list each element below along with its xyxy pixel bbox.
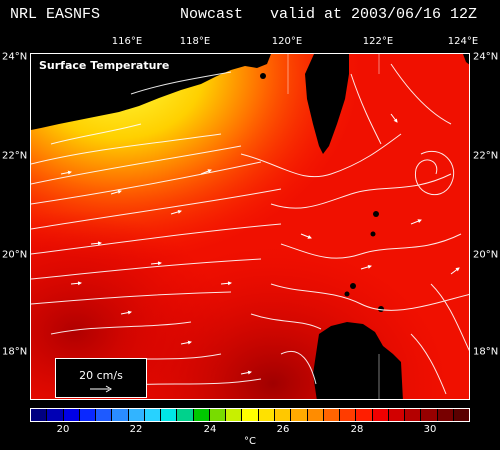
luzon-land — [313, 322, 403, 399]
map-canvas — [31, 54, 469, 399]
island — [260, 73, 266, 79]
colorbar-segment — [340, 409, 357, 421]
colorbar-segment — [31, 409, 48, 421]
colorbar-segment — [405, 409, 422, 421]
lat-label-20-left: 20°N — [2, 249, 28, 261]
colorbar-segment — [128, 409, 145, 421]
colorbar-segment — [437, 409, 454, 421]
lat-label-18-left: 18°N — [2, 346, 28, 358]
colorbar-segment — [144, 409, 162, 421]
colorbar-tick: 30 — [423, 424, 437, 435]
island — [350, 283, 356, 289]
colorbar-segment — [307, 409, 324, 421]
colorbar-segment — [47, 409, 64, 421]
island — [378, 306, 384, 312]
colorbar-segment — [193, 409, 210, 421]
colorbar-segment — [258, 409, 275, 421]
taiwan-land — [305, 54, 349, 154]
colorbar-segment — [274, 409, 292, 421]
colorbar-tick: 26 — [276, 424, 290, 435]
colorbar-tick: 20 — [56, 424, 70, 435]
lat-label-18-right: 18°N — [473, 346, 499, 358]
colorbar-segment — [226, 409, 243, 421]
colorbar-segment — [356, 409, 373, 421]
colorbar-unit: °C — [244, 436, 256, 447]
lon-label-124: 124°E — [447, 36, 479, 47]
lon-label-120: 120°E — [271, 36, 303, 47]
colorbar-segment — [177, 409, 194, 421]
colorbar-segment — [388, 409, 406, 421]
reference-vector-label: 20 cm/s — [79, 369, 123, 382]
colorbar-tick: 24 — [203, 424, 217, 435]
colorbar-segment — [79, 409, 97, 421]
colorbar-segment — [453, 409, 470, 421]
colorbar-segment — [161, 409, 178, 421]
colorbar-tick: 28 — [350, 424, 364, 435]
right-edge-land — [463, 54, 469, 65]
map-panel[interactable] — [30, 53, 470, 400]
lon-label-118: 118°E — [179, 36, 211, 47]
island — [373, 211, 379, 217]
colorbar-segment — [112, 409, 129, 421]
colorbar-tick: 22 — [129, 424, 143, 435]
colorbar-segment — [242, 409, 259, 421]
run-type: Nowcast — [180, 6, 244, 23]
china-coast-land — [31, 54, 271, 130]
graticule — [287, 54, 380, 399]
lat-label-24-left: 24°N — [2, 51, 28, 63]
colorbar — [30, 408, 470, 422]
island — [344, 291, 350, 297]
lon-label-122: 122°E — [362, 36, 394, 47]
colorbar-segment — [372, 409, 389, 421]
reference-vector-box: 20 cm/s — [55, 358, 147, 398]
reference-arrow-icon — [90, 385, 112, 393]
island — [370, 231, 376, 237]
colorbar-segment — [63, 409, 80, 421]
arrow-glyphs — [60, 113, 460, 375]
model-name: NRL EASNFS — [10, 6, 101, 23]
colorbar-segment — [96, 409, 113, 421]
lat-label-22-right: 22°N — [473, 150, 499, 162]
colorbar-segment — [209, 409, 227, 421]
lon-label-116: 116°E — [111, 36, 143, 47]
colorbar-segment — [421, 409, 438, 421]
lat-label-22-left: 22°N — [2, 150, 28, 162]
colorbar-segment — [323, 409, 341, 421]
lat-label-24-right: 24°N — [473, 51, 499, 63]
lat-label-20-right: 20°N — [473, 249, 499, 261]
field-title: Surface Temperature — [36, 58, 173, 73]
valid-time: valid at 2003/06/16 12Z — [270, 6, 478, 23]
colorbar-segment — [291, 409, 308, 421]
